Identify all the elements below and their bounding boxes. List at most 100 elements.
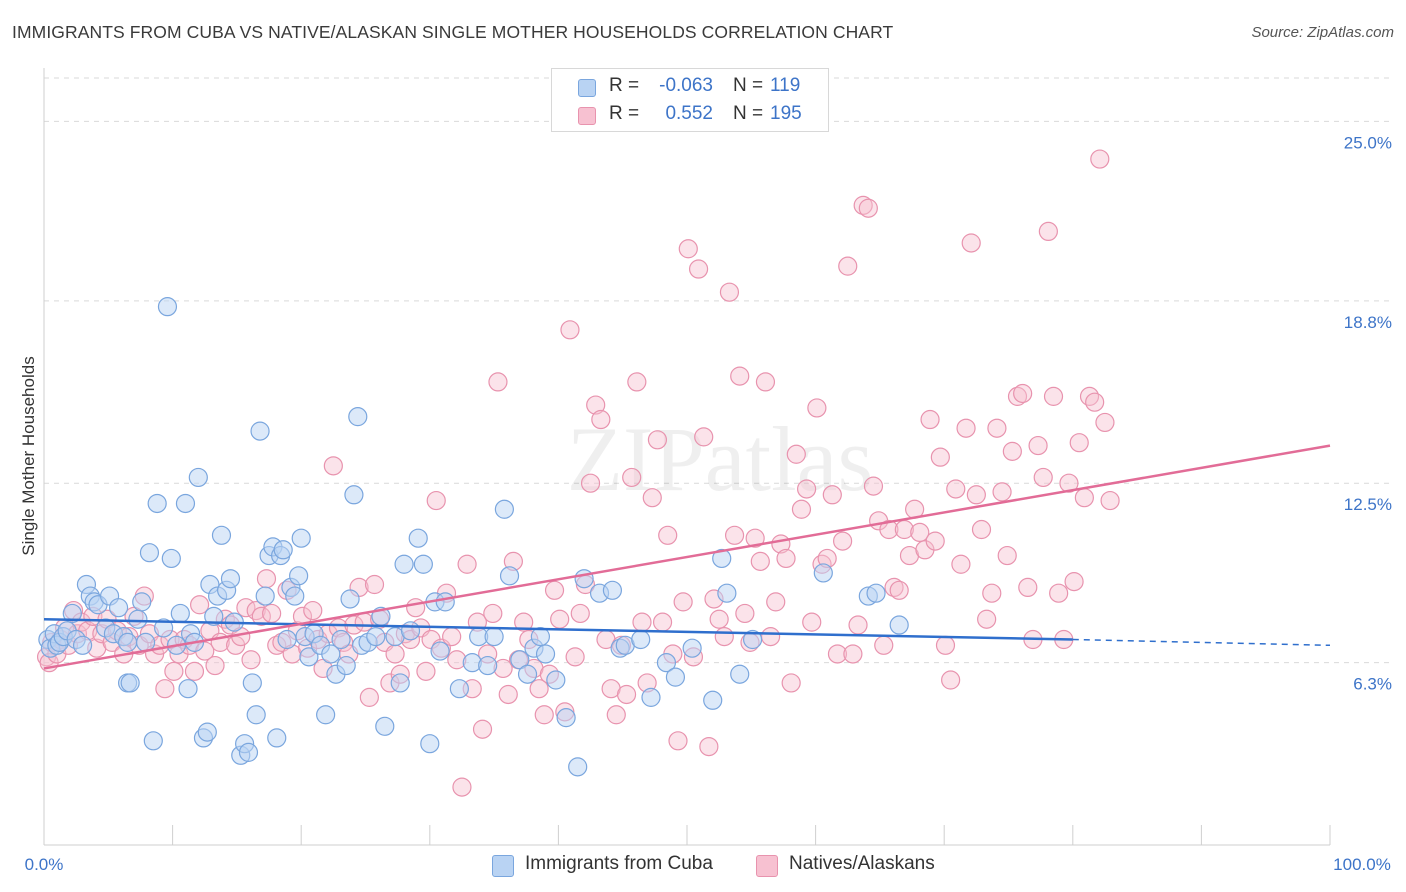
point-natives	[678, 239, 698, 259]
point-cuba	[866, 583, 886, 603]
point-cuba	[299, 647, 319, 667]
point-natives	[920, 409, 940, 430]
legend-n-label: N =	[733, 103, 764, 124]
point-natives	[930, 447, 950, 467]
point-natives	[827, 644, 848, 664]
point-cuba	[255, 586, 275, 606]
point-natives	[658, 525, 678, 545]
point-natives	[673, 592, 693, 612]
point-natives	[997, 545, 1017, 566]
point-cuba	[574, 569, 594, 589]
point-natives	[205, 655, 225, 676]
point-natives	[1085, 392, 1105, 412]
point-cuba	[267, 728, 287, 748]
point-natives	[323, 456, 343, 476]
point-natives	[709, 609, 729, 629]
point-natives	[1028, 435, 1048, 456]
y-axis-label: Single Mother Households	[19, 356, 38, 555]
point-natives	[1007, 386, 1028, 406]
point-natives	[544, 580, 565, 600]
point-cuba	[62, 603, 82, 624]
point-natives	[488, 372, 508, 392]
point-natives	[498, 684, 518, 705]
legend-r-value: -0.063	[659, 75, 713, 96]
point-cuba	[336, 655, 356, 676]
point-natives	[946, 479, 966, 499]
point-cuba	[120, 673, 140, 693]
point-natives	[406, 598, 426, 618]
point-cuba	[712, 548, 732, 569]
point-natives	[1033, 467, 1053, 488]
point-cuba	[316, 705, 336, 725]
point-natives	[622, 467, 642, 488]
point-natives	[977, 609, 997, 629]
point-cuba	[289, 566, 309, 586]
point-natives	[359, 687, 379, 707]
point-natives	[796, 479, 817, 499]
point-cuba	[331, 629, 351, 650]
watermark: ZIPatlas	[567, 408, 874, 510]
point-cuba	[656, 653, 677, 673]
point-natives	[426, 490, 446, 511]
legend-row-cuba: R = -0.063 N = 119	[552, 73, 828, 101]
point-natives	[863, 476, 884, 496]
point-cuba	[139, 543, 160, 563]
legend-r-label: R =	[609, 75, 640, 96]
point-natives	[550, 609, 570, 629]
y-tick-label: 18.8%	[1344, 313, 1392, 332]
trend-extension-cuba	[1072, 638, 1331, 647]
point-natives	[966, 485, 986, 505]
point-cuba	[478, 655, 498, 676]
point-cuba	[420, 734, 440, 754]
point-cuba	[602, 580, 623, 600]
point-natives	[1095, 412, 1115, 433]
point-cuba	[394, 554, 414, 574]
point-natives	[647, 430, 668, 450]
grid-lines	[44, 77, 1392, 664]
point-natives	[910, 522, 930, 543]
point-natives	[688, 259, 709, 279]
point-cuba	[161, 548, 181, 569]
point-natives	[956, 418, 976, 438]
point-cuba	[108, 598, 129, 618]
point-cuba	[535, 644, 556, 664]
point-natives	[1049, 583, 1069, 603]
point-cuba	[499, 566, 520, 586]
legend-swatch-pink	[756, 855, 778, 877]
point-cuba	[153, 618, 174, 638]
point-natives	[1064, 572, 1084, 592]
source-label: Source: ZipAtlas.com	[1251, 24, 1394, 41]
point-cuba	[366, 627, 386, 647]
point-cuba	[238, 742, 259, 762]
correlation-legend: R = -0.063 N = 119 R = 0.552 N = 195	[551, 68, 829, 132]
point-cuba	[273, 540, 293, 560]
point-natives	[699, 736, 719, 757]
point-natives	[786, 444, 806, 464]
point-natives	[1074, 488, 1094, 508]
legend-swatch-blue	[578, 79, 596, 97]
axes	[43, 68, 1331, 846]
point-cuba	[143, 731, 163, 751]
point-natives	[652, 612, 673, 632]
point-cuba	[742, 629, 763, 650]
point-natives	[822, 485, 842, 505]
point-natives	[838, 256, 858, 276]
point-natives	[884, 577, 904, 598]
point-natives	[858, 198, 878, 218]
point-cuba	[730, 664, 750, 684]
point-natives	[472, 719, 493, 739]
y-tick-label: 25.0%	[1344, 133, 1392, 152]
point-cuba	[517, 664, 538, 684]
point-natives	[951, 554, 971, 574]
point-natives	[760, 627, 781, 647]
point-cuba	[321, 644, 341, 664]
legend-swatch-blue	[492, 855, 514, 877]
point-natives	[724, 525, 745, 545]
point-cuba	[204, 606, 224, 626]
point-natives	[961, 233, 981, 253]
point-cuba	[682, 638, 702, 658]
point-natives	[364, 574, 385, 595]
point-cuba	[717, 583, 737, 603]
point-cuba	[132, 592, 152, 612]
point-natives	[514, 612, 534, 632]
